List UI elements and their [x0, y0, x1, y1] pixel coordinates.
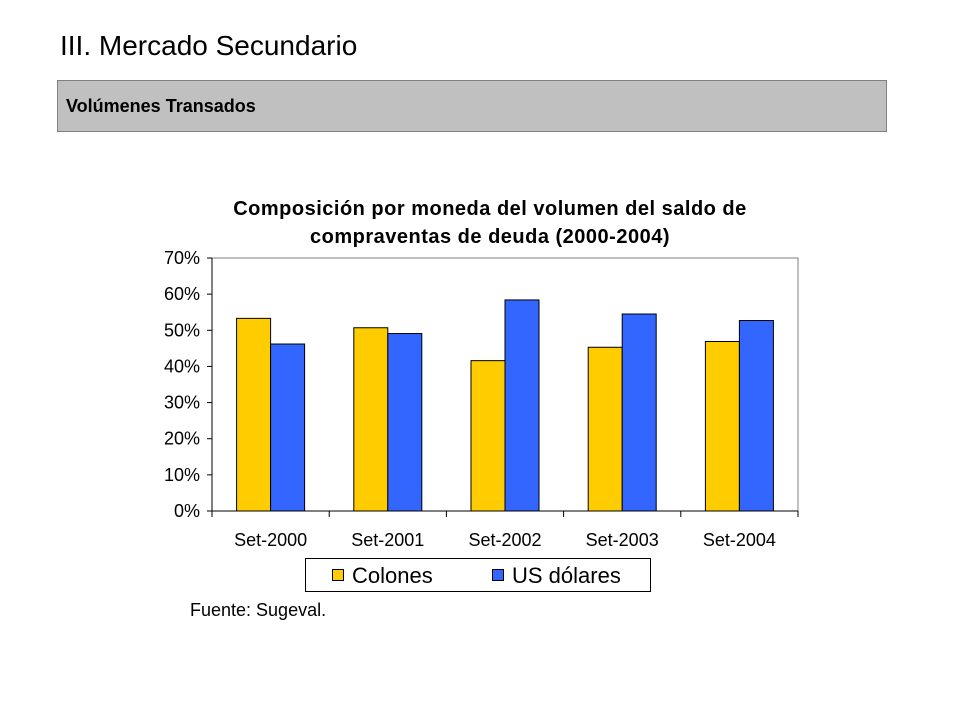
section-header-bar: Volúmenes Transados: [57, 80, 887, 132]
legend-label-colones: Colones: [352, 563, 433, 588]
x-tick-label: Set-2001: [351, 530, 424, 550]
y-tick-label: 30%: [164, 393, 200, 413]
bar-colones: [236, 317, 272, 512]
bar-us-dolares: [504, 299, 540, 512]
chart-title-line1: Composición por moneda del volumen del s…: [233, 198, 747, 220]
legend-swatch-colones: [332, 569, 344, 581]
bar-us-dolares: [738, 320, 774, 512]
x-tick-label: Set-2004: [703, 530, 776, 550]
x-tick-label: Set-2000: [234, 530, 307, 550]
chart-title-line2: compraventas de deuda (2000-2004): [310, 226, 670, 248]
x-tick-label: Set-2003: [586, 530, 659, 550]
y-tick-label: 40%: [164, 356, 200, 376]
bar-colones: [704, 340, 740, 512]
y-tick-label: 20%: [164, 429, 200, 449]
x-tick-label: Set-2002: [468, 530, 541, 550]
bar-colones: [587, 346, 623, 512]
bar-us-dolares: [621, 313, 657, 512]
y-tick-label: 60%: [164, 284, 200, 304]
source-note: Fuente: Sugeval.: [190, 600, 327, 620]
y-tick-label: 70%: [164, 248, 200, 268]
chart-legend: Colones US dólares: [305, 558, 651, 592]
legend-swatch-us-dolares: [492, 569, 504, 581]
y-tick-label: 0%: [174, 501, 200, 521]
section-header-label: Volúmenes Transados: [66, 96, 256, 116]
slide-title: III. Mercado Secundario: [60, 30, 358, 61]
bar-colones: [470, 360, 506, 512]
y-tick-label: 50%: [164, 320, 200, 340]
bar-us-dolares: [387, 333, 423, 512]
legend-label-us-dolares: US dólares: [512, 563, 621, 588]
bar-colones: [353, 327, 389, 512]
bar-us-dolares: [270, 343, 306, 512]
y-tick-label: 10%: [164, 465, 200, 485]
